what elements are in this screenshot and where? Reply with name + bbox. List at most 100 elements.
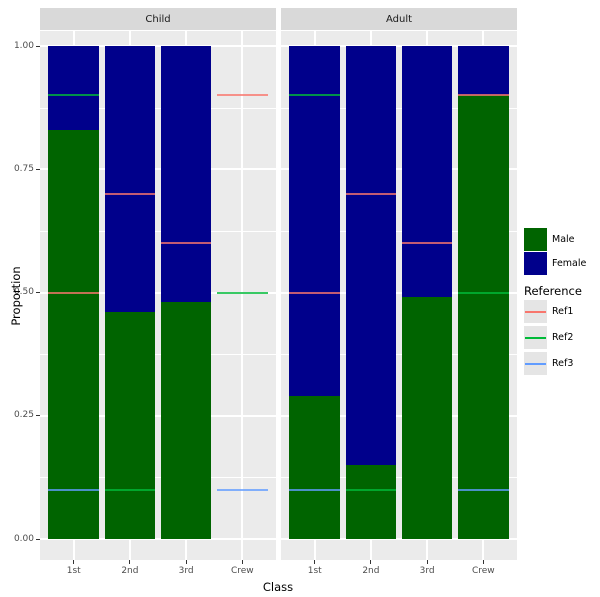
gridline-major [40,414,276,417]
legend-label-female: Female [552,258,587,269]
facet-strip-adult: Adult [281,8,517,30]
y-tick-mark [36,168,40,170]
x-tick-mark [314,560,316,564]
refline-ref1-3rd [401,242,453,245]
y-tick-label-0.75: 0.75 [13,163,34,174]
bar-male-2nd [345,465,397,539]
gridline-major [281,538,517,540]
x-axis-title: Class [262,580,294,594]
refline-ref3-1st [48,488,99,491]
y-tick-mark [36,538,40,540]
facet-strip-label: Child [145,13,171,25]
refline-ref1-2nd [345,192,397,195]
legend-label-ref3: Ref3 [552,358,574,369]
x-tick-label-crew: Crew [230,566,254,576]
bar-male-1st [289,396,340,539]
bar-male-crew [458,95,509,539]
legend-keyline-ref1 [525,310,546,313]
x-tick-mark [482,560,484,564]
gridline-major [40,291,276,294]
gridline-minor [40,354,276,356]
legend-keyline-ref2 [525,336,546,339]
x-tick-label-3rd: 3rd [178,566,194,576]
panel-adult [281,31,517,560]
bar-female-1st [48,46,99,130]
panel-child [40,31,276,560]
refline-ref2-crew [217,291,268,294]
gridline-minor [40,107,276,109]
legend-swatch-female [524,252,547,275]
legend-key-ref2 [524,326,547,349]
gridline-minor [40,230,276,232]
x-tick-label-2nd: 2nd [362,566,380,576]
bar-female-crew [458,46,509,96]
x-tick-mark [129,560,131,564]
bar-male-1st [48,129,99,539]
gridline-minor [281,477,517,479]
gridline-major [40,45,276,47]
refline-ref3-crew [217,488,268,491]
gridline-minor [281,230,517,232]
gridline-major [281,291,517,294]
refline-ref2-2nd [104,488,156,491]
y-tick-label-0.00: 0.00 [13,533,34,544]
bar-male-3rd [160,302,212,539]
y-tick-mark [36,292,40,293]
bar-female-2nd [104,46,156,313]
refline-ref1-2nd [104,192,156,195]
bar-female-3rd [160,46,212,303]
gridline-vertical [241,31,244,560]
legend-label-ref1: Ref1 [552,306,574,317]
refline-ref1-3rd [160,242,212,245]
legend-label-ref2: Ref2 [552,332,574,343]
gridline-minor [281,354,517,356]
x-tick-label-1st: 1st [307,566,322,576]
gridline-major [281,45,517,47]
gridline-minor [40,477,276,479]
x-tick-label-crew: Crew [471,566,495,576]
x-tick-mark [73,560,75,564]
x-tick-label-1st: 1st [66,566,81,576]
x-tick-label-2nd: 2nd [121,566,139,576]
refline-ref3-crew [458,488,509,491]
x-tick-mark [241,560,243,564]
gridline-major [281,168,517,171]
y-tick-label-1.00: 1.00 [13,40,34,51]
refline-ref1-crew [217,94,268,97]
bar-female-2nd [345,46,397,466]
y-tick-label-0.25: 0.25 [13,410,34,421]
refline-ref3-1st [289,488,340,491]
y-axis-title: Proportion [9,266,23,326]
bar-female-3rd [401,46,453,298]
x-tick-mark [185,560,187,564]
bar-female-1st [289,46,340,397]
legend-key-ref3 [524,352,547,375]
facet-strip-child: Child [40,8,276,30]
refline-ref1-1st [48,291,99,294]
legend-label-male: Male [552,234,575,245]
bar-male-3rd [401,297,453,539]
x-tick-mark [426,560,428,564]
refline-ref1-crew [458,94,509,97]
y-tick-mark [36,45,40,47]
bar-male-2nd [104,312,156,539]
gridline-minor [281,107,517,109]
gridline-major [40,168,276,171]
y-tick-mark [36,415,40,417]
y-tick-label-0.50: 0.50 [13,287,34,297]
legend-keyline-ref3 [525,362,546,365]
refline-ref2-crew [458,291,509,294]
refline-ref2-1st [289,94,340,97]
legend-swatch-male [524,228,547,251]
gridline-major [40,538,276,540]
refline-ref1-1st [289,291,340,294]
x-tick-mark [370,560,372,564]
legend-key-ref1 [524,300,547,323]
x-tick-label-3rd: 3rd [419,566,435,576]
legend-reference-title: Reference [524,284,582,298]
facet-strip-label: Adult [385,13,413,25]
refline-ref2-2nd [345,488,397,491]
refline-ref2-1st [48,94,99,97]
